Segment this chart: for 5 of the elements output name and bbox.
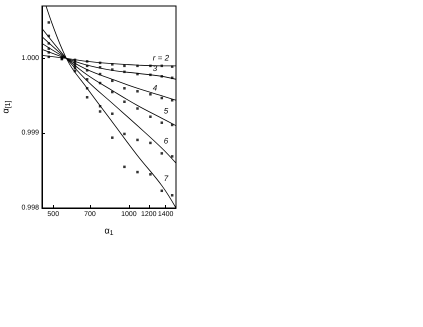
series-label: 6 [164,136,169,146]
series-label: r = 2 [152,53,170,62]
series-label: 4 [152,83,158,92]
series-label: 5 [164,106,169,116]
series-label: 7 [164,174,169,184]
